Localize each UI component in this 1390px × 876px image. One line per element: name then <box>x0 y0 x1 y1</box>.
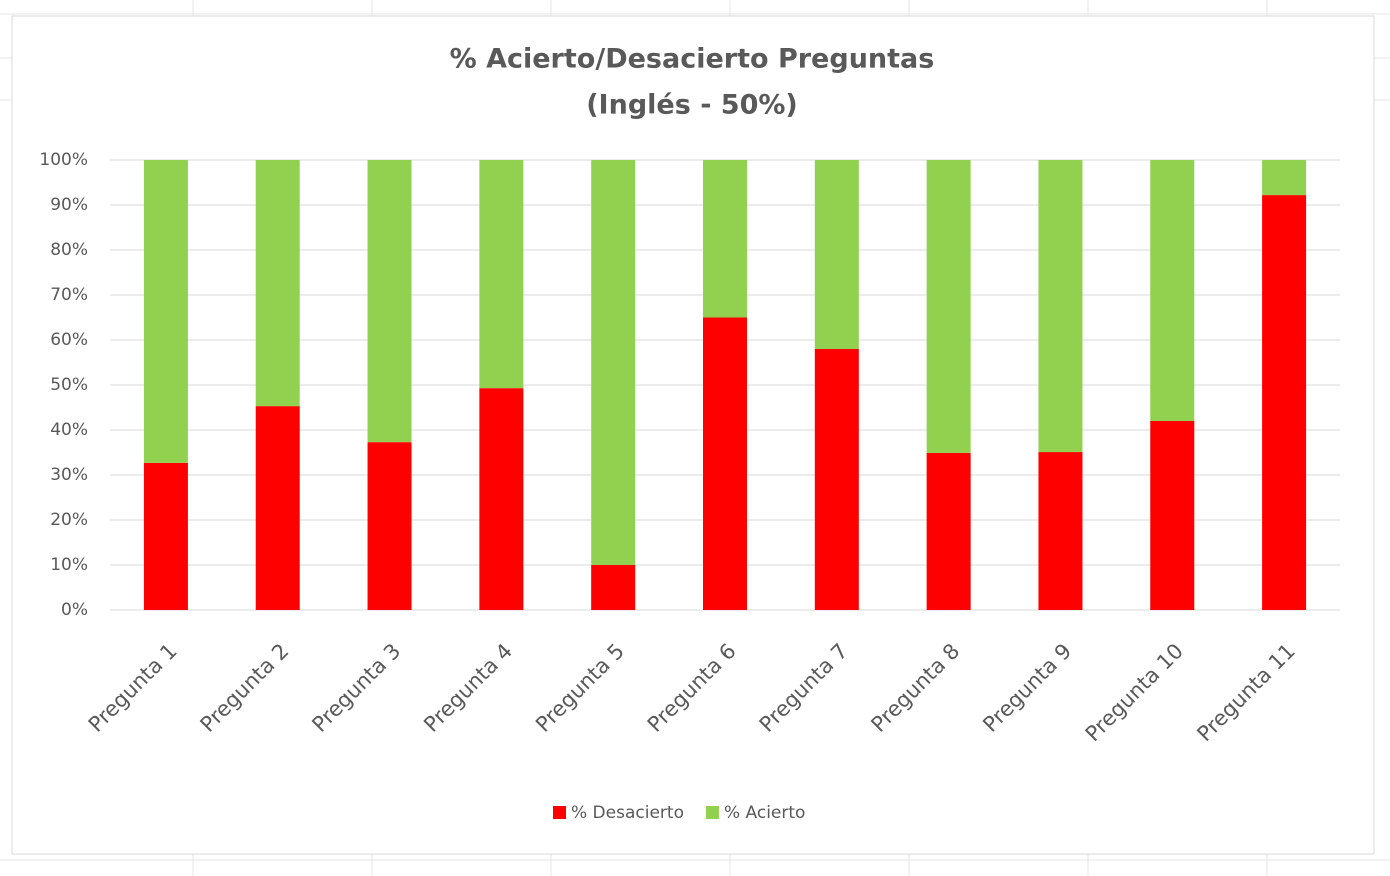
bar-segment <box>1038 160 1083 453</box>
chart-area <box>11 15 1375 855</box>
bar-segment <box>367 442 412 610</box>
bar-segment <box>143 462 188 610</box>
legend-swatch <box>553 806 566 819</box>
y-tick-label: 30% <box>50 465 88 485</box>
bar-segment <box>926 452 971 610</box>
y-tick-label: 90% <box>50 195 88 215</box>
bar-segment <box>1038 452 1083 610</box>
bar-segment <box>255 406 300 610</box>
bar-segment <box>1150 160 1195 421</box>
bar-segment <box>367 160 412 443</box>
y-tick-label: 80% <box>50 240 88 260</box>
y-tick-label: 50% <box>50 375 88 395</box>
legend-label: % Desacierto <box>571 803 684 823</box>
chart-subtitle: (Inglés - 50%) <box>586 90 798 121</box>
bar-segment <box>814 349 859 610</box>
bar-segment <box>1262 160 1307 196</box>
legend-swatch <box>705 806 719 819</box>
bar-segment <box>926 160 971 453</box>
bar-segment <box>591 565 636 610</box>
bar-segment <box>703 317 747 610</box>
y-tick-label: 70% <box>50 285 88 305</box>
bar-segment <box>814 160 859 349</box>
bar-segment <box>479 160 524 389</box>
y-tick-label: 10% <box>50 555 88 575</box>
bar-segment <box>479 388 524 610</box>
bar-segment <box>255 160 300 407</box>
y-tick-label: 20% <box>50 510 88 530</box>
y-tick-label: 0% <box>61 600 88 620</box>
y-tick-label: 100% <box>39 150 88 170</box>
y-tick-label: 40% <box>50 420 88 440</box>
bar-segment <box>143 160 188 463</box>
bar-segment <box>1262 195 1307 610</box>
bar-segment <box>703 160 747 318</box>
chart-title: % Acierto/Desacierto Preguntas <box>450 44 935 75</box>
bar-segment <box>591 160 636 565</box>
bar-segment <box>1150 421 1195 610</box>
y-tick-label: 60% <box>50 330 88 350</box>
legend-label: % Acierto <box>724 803 805 823</box>
